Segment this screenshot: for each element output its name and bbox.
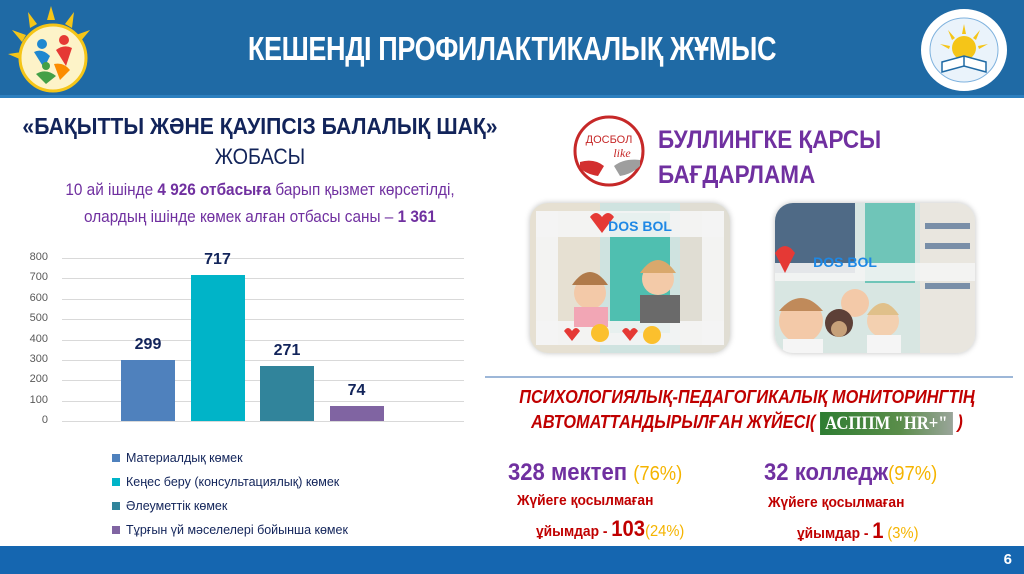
bar <box>329 405 384 421</box>
bar-value-label: 74 <box>347 381 366 399</box>
gridline <box>62 258 464 259</box>
svg-text:ДОСБОЛ: ДОСБОЛ <box>586 134 633 146</box>
schools-unconnected-label: Жүйеге қосылмаған <box>517 492 654 509</box>
gridline <box>62 359 464 361</box>
schools-stat: 328 мектеп (76%) <box>508 459 683 486</box>
y-axis-tick: 300 <box>29 352 48 365</box>
project-description-line-2: олардың ішінде көмек алған отбасы саны –… <box>84 208 436 226</box>
bullying-program-title: БУЛЛИНГКЕ ҚАРСЫ БАҒДАРЛАМА <box>658 123 881 193</box>
legend-item: Кеңес беру (консультациялық) көмек <box>112 470 348 494</box>
page-number: 6 <box>1003 551 1012 568</box>
project-title: «БАҚЫТТЫ ЖӘНЕ ҚАУІПСІЗ БАЛАЛЫҚ ШАҚ» <box>22 113 498 139</box>
bullying-title-line-1: БУЛЛИНГКЕ ҚАРСЫ <box>658 126 882 154</box>
legend-item: Тұрғын үй мәселелері бойынша көмек <box>112 518 348 542</box>
bar <box>260 365 314 421</box>
y-axis-tick: 500 <box>29 312 48 325</box>
section-divider <box>485 376 1013 378</box>
legend-item: Материалдық көмек <box>112 446 348 470</box>
y-axis-tick: 200 <box>29 373 48 386</box>
page-title: КЕШЕНДІ ПРОФИЛАКТИКАЛЫҚ ЖҰМЫС <box>247 30 777 67</box>
gridline <box>62 319 464 321</box>
svg-text:like: like <box>613 146 631 160</box>
legend-label: Кеңес беру (консультациялық) көмек <box>126 475 340 489</box>
svg-text:DOS BOL: DOS BOL <box>608 218 672 234</box>
aspm-hr-badge: АСППМ "HR+" <box>819 411 953 435</box>
gridline <box>62 278 464 280</box>
y-axis-tick: 600 <box>29 291 48 304</box>
bullying-title-line-2: БАҒДАРЛАМА <box>658 161 816 189</box>
y-axis-tick: 400 <box>29 332 48 345</box>
bar-value-label: 271 <box>273 341 301 359</box>
dosbol-photo-1: DOS BOL <box>530 203 730 353</box>
monitoring-title-line-2: АВТОМАТТАНДЫРЫЛҒАН ЖҮЙЕСІ( АСППМ "HR+" ) <box>531 411 963 435</box>
svg-text:DOS BOL: DOS BOL <box>813 254 877 270</box>
project-subtitle: ЖОБАСЫ <box>214 144 306 169</box>
legend-swatch-icon <box>112 478 120 486</box>
colleges-unconnected-label: Жүйеге қосылмаған <box>768 494 905 511</box>
y-axis-tick: 0 <box>41 414 48 426</box>
sun-children-logo-icon <box>6 4 96 96</box>
legend-swatch-icon <box>112 526 120 534</box>
chart-legend: Материалдық көмек Кеңес беру (консультаци… <box>112 446 348 542</box>
y-axis-tick: 100 <box>29 393 48 406</box>
legend-swatch-icon <box>112 454 120 462</box>
project-description-line-1: 10 ай ішінде 4 926 отбасыға барып қызмет… <box>65 181 455 199</box>
project-description: 10 ай ішінде 4 926 отбасыға барып қызмет… <box>18 177 502 231</box>
legend-label: Тұрғын үй мәселелері бойынша көмек <box>126 523 348 537</box>
schools-unconnected-stat: ұйымдар - 103(24%) <box>536 516 685 541</box>
gridline <box>62 298 464 300</box>
gridline <box>62 421 464 422</box>
bar <box>121 360 175 421</box>
monitoring-title-line-1: ПСИХОЛОГИЯЛЫҚ-ПЕДАГОГИКАЛЫҚ МОНИТОРИНГТІ… <box>519 386 975 407</box>
bar-value-label: 299 <box>134 336 162 354</box>
dosbol-like-logo-icon: ДОСБОЛ like <box>570 112 648 190</box>
legend-label: Әлеуметтік көмек <box>126 499 228 513</box>
y-axis-tick: 700 <box>29 271 48 284</box>
education-emblem-icon <box>918 6 1010 94</box>
colleges-stat: 32 колледж(97%) <box>764 459 938 486</box>
footer-bar: 6 <box>0 546 1024 574</box>
y-axis-tick: 800 <box>29 251 48 263</box>
bar <box>190 274 245 421</box>
colleges-unconnected-stat: ұйымдар - 1 (3%) <box>797 518 919 543</box>
dosbol-photo-2: DOS BOL <box>775 203 975 353</box>
legend-item: Әлеуметтік көмек <box>112 494 348 518</box>
gridline <box>62 339 464 341</box>
header-bar: КЕШЕНДІ ПРОФИЛАКТИКАЛЫҚ ЖҰМЫС <box>0 0 1024 98</box>
legend-label: Материалдық көмек <box>126 451 243 465</box>
legend-swatch-icon <box>112 502 120 510</box>
monitoring-system-title: ПСИХОЛОГИЯЛЫҚ-ПЕДАГОГИКАЛЫҚ МОНИТОРИНГТІ… <box>503 384 991 435</box>
assistance-bar-chart: 0 100 200 300 400 500 600 700 800 299 717 271 74 <box>20 248 464 438</box>
bar-value-label: 717 <box>204 250 231 268</box>
